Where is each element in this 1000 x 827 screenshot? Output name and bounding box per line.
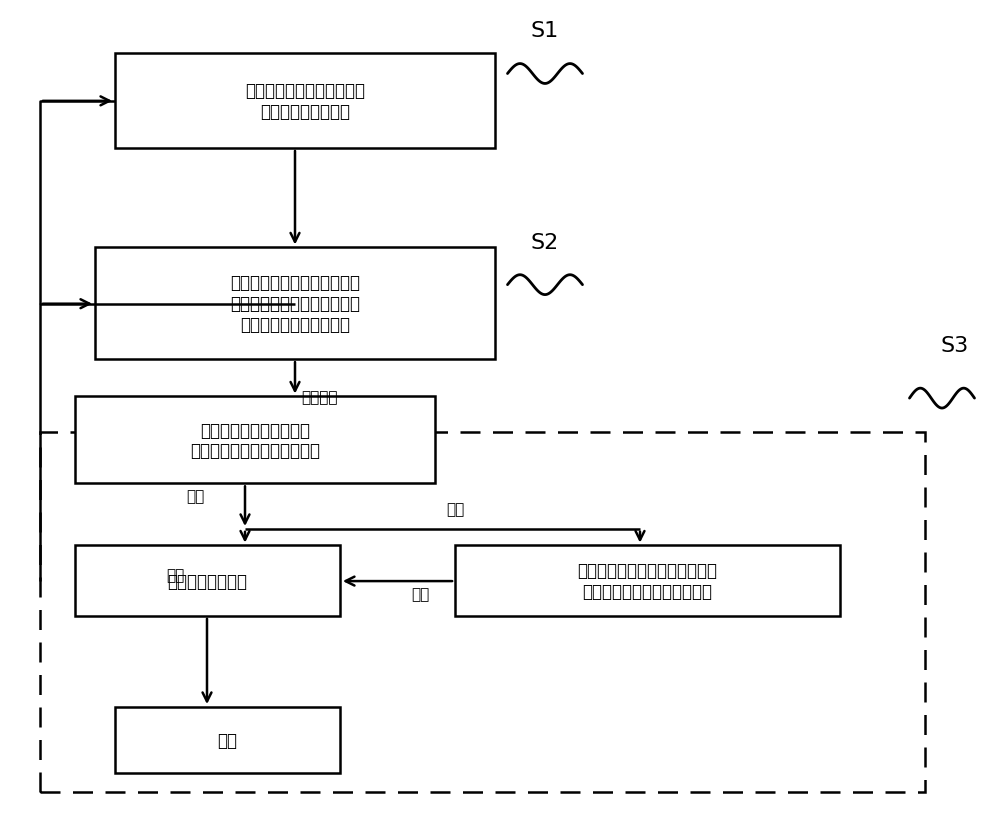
Text: 调控第二电磁锁处于开启
状态、第二指示灯为亮灯状态: 调控第二电磁锁处于开启 状态、第二指示灯为亮灯状态 xyxy=(190,421,320,460)
Text: 通过人机交互单元输入药品
信息和药品服务信息: 通过人机交互单元输入药品 信息和药品服务信息 xyxy=(245,82,365,121)
Text: 定时信号: 定时信号 xyxy=(302,390,338,404)
FancyBboxPatch shape xyxy=(115,54,495,149)
FancyBboxPatch shape xyxy=(95,248,495,360)
Text: S3: S3 xyxy=(941,336,969,356)
Text: 正确: 正确 xyxy=(411,586,429,601)
Text: 错误: 错误 xyxy=(446,501,464,516)
Text: S1: S1 xyxy=(531,22,559,41)
Text: 播报取药正确信号: 播报取药正确信号 xyxy=(168,572,248,590)
FancyBboxPatch shape xyxy=(455,546,840,616)
Text: 控制单元调节储药机构和取料
机构进行定量取药操作、为下
一时间服用药物进行准备: 控制单元调节储药机构和取料 机构进行定量取药操作、为下 一时间服用药物进行准备 xyxy=(230,275,360,333)
Text: 正确: 正确 xyxy=(166,567,184,582)
FancyBboxPatch shape xyxy=(75,397,435,484)
Text: 取药: 取药 xyxy=(186,489,204,504)
Text: S2: S2 xyxy=(531,232,559,252)
FancyBboxPatch shape xyxy=(75,546,340,616)
Text: 服药: 服药 xyxy=(218,731,238,749)
Text: 播报取药错误信号提示再次打开
第二药盒将未取出的药物取出: 播报取药错误信号提示再次打开 第二药盒将未取出的药物取出 xyxy=(578,562,718,600)
FancyBboxPatch shape xyxy=(115,707,340,773)
